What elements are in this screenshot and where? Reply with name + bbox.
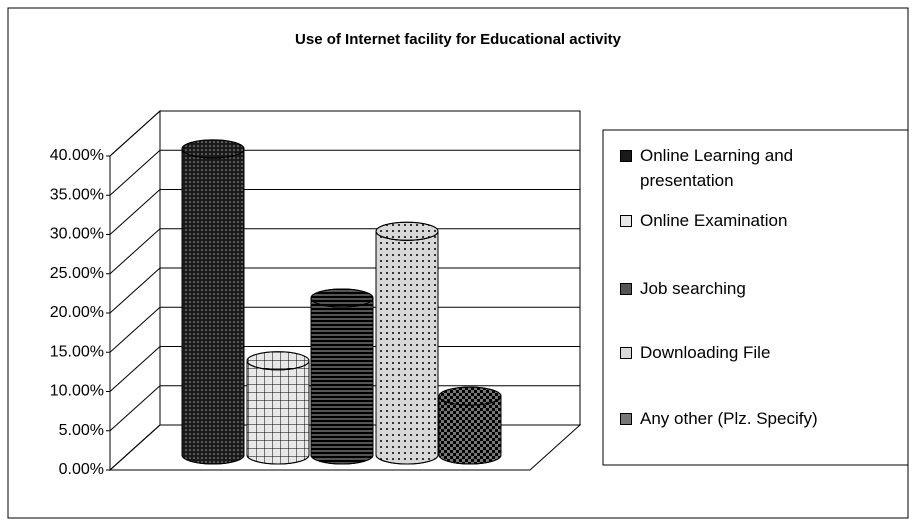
y-tick-label: 30.00%	[50, 226, 104, 243]
y-tick-label: 25.00%	[50, 265, 104, 282]
y-tick-label: 0.00%	[59, 461, 104, 478]
grid-line	[109, 346, 580, 392]
legend-box	[602, 129, 909, 466]
cylinder-texture	[438, 396, 502, 465]
cylinder-texture	[375, 231, 439, 465]
legend-label: Online Learning and presentation	[640, 146, 794, 190]
cylinder-top-texture	[438, 386, 502, 406]
cylinder-top-texture	[310, 288, 374, 308]
y-tick-label: 40.00%	[50, 147, 104, 164]
cylinder-texture	[246, 360, 310, 465]
grid-line	[109, 110, 580, 157]
y-tick-label: 5.00%	[59, 422, 104, 439]
legend-swatch	[620, 413, 632, 425]
cylinder-top-texture	[246, 351, 310, 371]
cylinder-top-texture	[181, 139, 245, 159]
legend-swatch	[620, 215, 632, 227]
legend-label: Job searching	[640, 279, 746, 298]
grid-line	[109, 306, 580, 353]
legend-swatch	[620, 150, 632, 162]
cylinder-top-texture	[375, 221, 439, 241]
cylinder-texture	[181, 148, 245, 465]
legend-label: Online Examination	[640, 211, 788, 230]
y-tick-label: 15.00%	[50, 343, 104, 360]
y-tick-label: 20.00%	[50, 304, 104, 321]
grid-line	[109, 189, 580, 235]
legend-swatch	[620, 283, 632, 295]
grid-line	[109, 228, 580, 275]
legend-swatch	[620, 347, 632, 359]
chart-title: Use of Internet facility for Educational…	[295, 31, 622, 48]
grid-line	[109, 149, 580, 196]
grid-line	[109, 267, 580, 314]
y-tick-label: 10.00%	[50, 383, 104, 400]
legend-label: Any other (Plz. Specify)	[640, 409, 818, 428]
y-tick-label: 35.00%	[50, 186, 104, 203]
cylinder-texture	[310, 297, 374, 465]
grid-line	[109, 385, 580, 432]
legend-label: Downloading File	[640, 343, 771, 362]
